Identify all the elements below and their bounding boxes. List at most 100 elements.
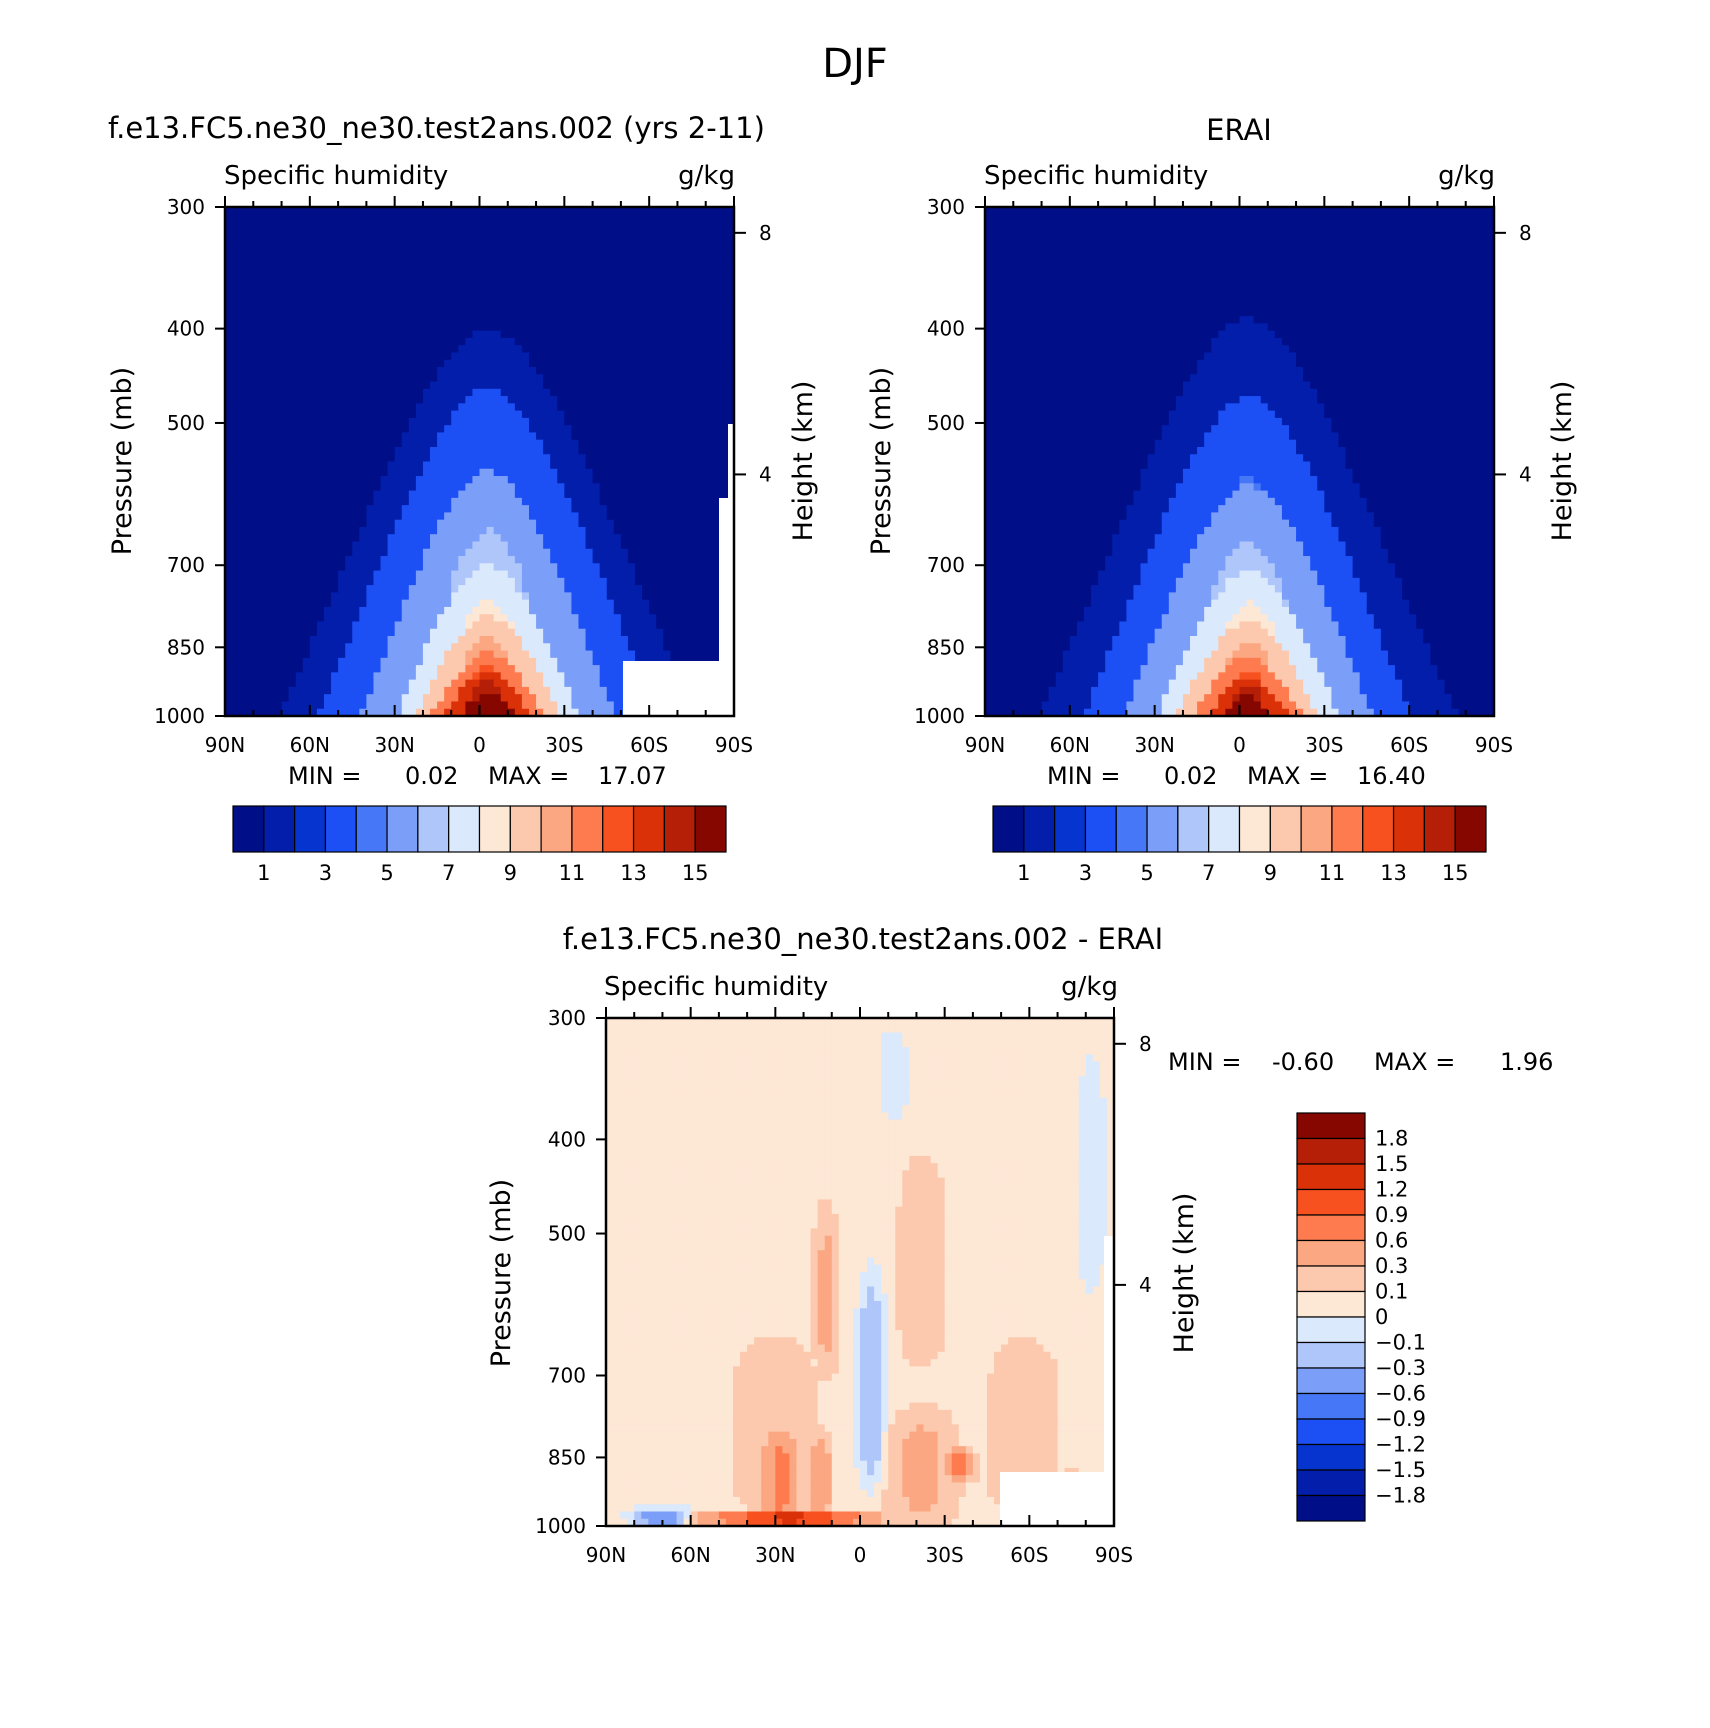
field-cell <box>267 454 276 463</box>
field-cell <box>239 643 247 652</box>
field-cell <box>316 388 325 397</box>
field-cell <box>514 563 523 572</box>
field-cell <box>323 679 332 688</box>
field-cell <box>309 359 318 368</box>
field-cell <box>656 461 664 470</box>
field-cell <box>585 432 594 441</box>
field-cell <box>373 221 382 230</box>
field-cell <box>543 650 551 659</box>
field-cell <box>422 345 431 354</box>
field-cell <box>274 665 283 673</box>
field-cell <box>564 570 572 579</box>
field-cell <box>677 628 686 637</box>
field-cell <box>642 483 650 492</box>
field-cell <box>246 345 254 354</box>
field-cell <box>366 570 375 579</box>
field-cell <box>239 323 247 332</box>
field-cell <box>627 308 636 317</box>
field-cell <box>387 556 396 564</box>
field-cell <box>627 374 636 383</box>
field-cell <box>387 606 396 615</box>
field-cell <box>352 381 360 390</box>
field-cell <box>670 439 679 448</box>
field-cell <box>613 665 622 673</box>
field-cell <box>394 410 403 419</box>
field-cell <box>451 585 459 593</box>
field-cell <box>387 432 396 441</box>
field-cell <box>543 468 551 477</box>
field-cell <box>274 672 283 681</box>
field-cell <box>550 236 558 244</box>
field-cell <box>309 476 318 484</box>
field-cell <box>225 614 233 623</box>
field-cell <box>253 316 261 324</box>
field-cell <box>380 643 389 652</box>
field-cell <box>585 497 594 506</box>
field-cell <box>627 585 636 593</box>
field-cell <box>415 621 424 630</box>
field-cell <box>380 345 389 354</box>
field-cell <box>458 694 466 703</box>
field-cell <box>373 446 382 455</box>
field-cell <box>331 381 339 390</box>
field-cell <box>599 454 608 463</box>
field-cell <box>493 679 502 688</box>
field-cell <box>387 621 396 630</box>
field-cell <box>451 272 459 281</box>
field-cell <box>316 665 325 673</box>
field-cell <box>302 366 311 375</box>
field-cell <box>366 497 375 506</box>
field-cell <box>649 476 657 484</box>
field-cell <box>705 606 714 615</box>
field-cell <box>500 352 509 361</box>
field-cell <box>422 410 431 419</box>
field-cell <box>663 570 671 579</box>
field-cell <box>564 526 572 535</box>
field-cell <box>415 374 424 383</box>
field-cell <box>331 207 339 215</box>
field-cell <box>656 243 664 252</box>
field-cell <box>536 207 544 215</box>
field-cell <box>373 214 382 223</box>
field-cell <box>465 286 474 295</box>
field-cell <box>422 505 431 513</box>
field-cell <box>352 490 360 499</box>
field-cell <box>486 643 495 652</box>
field-cell <box>656 439 664 448</box>
field-cell <box>528 643 537 652</box>
field-cell <box>430 461 438 470</box>
field-cell <box>338 577 346 586</box>
field-cell <box>323 483 332 492</box>
field-cell <box>620 483 629 492</box>
field-cell <box>232 679 240 688</box>
field-cell <box>373 250 382 259</box>
field-cell <box>514 272 523 281</box>
field-cell <box>507 439 516 448</box>
field-cell <box>606 665 615 673</box>
field-cell <box>267 446 276 455</box>
field-cell <box>345 236 353 244</box>
field-cell <box>232 323 240 332</box>
field-cell <box>316 359 325 368</box>
field-cell <box>578 657 587 666</box>
field-cell <box>338 257 346 266</box>
field-cell <box>691 534 700 543</box>
field-cell <box>422 323 431 332</box>
field-cell <box>458 592 466 601</box>
field-cell <box>536 563 544 572</box>
field-cell <box>712 628 721 637</box>
field-cell <box>564 388 572 397</box>
field-cell <box>536 606 544 615</box>
field-cell <box>345 534 353 543</box>
field-cell <box>521 490 530 499</box>
field-cell <box>345 359 353 368</box>
field-cell <box>486 257 495 266</box>
field-cell <box>663 556 671 564</box>
field-cell <box>394 628 403 637</box>
field-cell <box>387 243 396 252</box>
field-cell <box>719 410 728 419</box>
field-cell <box>352 628 360 637</box>
field-cell <box>239 359 247 368</box>
field-cell <box>338 221 346 230</box>
field-cell <box>536 410 544 419</box>
